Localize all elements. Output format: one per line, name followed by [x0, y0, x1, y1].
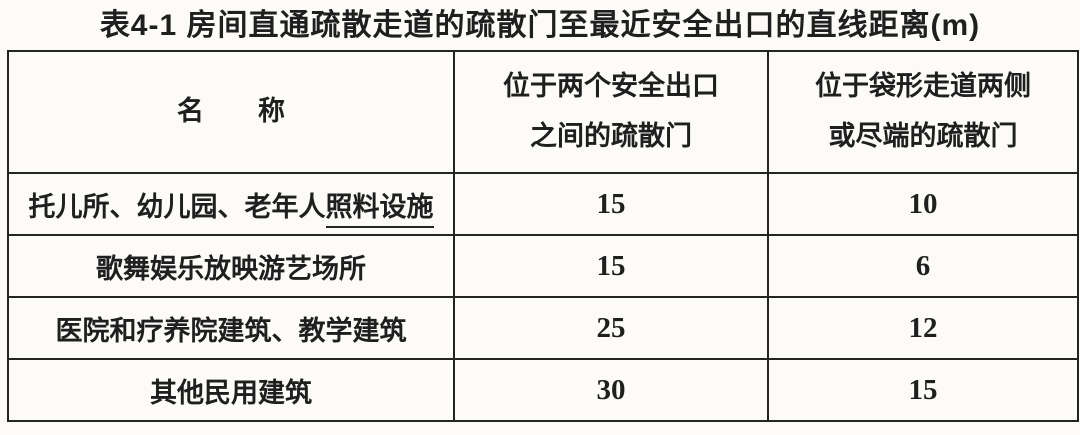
header-cell-between-exits: 位于两个安全出口 之间的疏散门: [453, 50, 769, 174]
underlined-text: 照料设施: [325, 191, 434, 228]
row-name-hospital-school: 医院和疗养院建筑、教学建筑: [7, 296, 455, 360]
header-cell-dead-end-corridor: 位于袋形走道两侧 或尽端的疏散门: [767, 50, 1079, 174]
table-row: 医院和疗养院建筑、教学建筑 25 12: [7, 296, 1079, 360]
header-line: 之间的疏散门: [530, 121, 692, 151]
row-name-entertainment: 歌舞娱乐放映游艺场所: [7, 234, 455, 298]
header-line: 位于袋形走道两侧: [815, 71, 1031, 102]
table-row: 托儿所、幼儿园、老年人照料设施 15 10: [7, 172, 1079, 236]
row-name-text: 歌舞娱乐放映游艺场所: [96, 253, 366, 284]
value-dead-end: 10: [767, 172, 1079, 236]
row-name-text: 医院和疗养院建筑、教学建筑: [55, 315, 407, 346]
value-dead-end: 12: [767, 296, 1079, 360]
value-between-exits: 30: [453, 358, 769, 422]
row-name-text: 托儿所、幼儿园、老年人: [28, 191, 326, 222]
header-row: 名 称 位于两个安全出口 之间的疏散门 位于袋形走道两侧 或尽端的疏散门: [7, 50, 1079, 174]
value-dead-end: 6: [767, 234, 1079, 298]
row-name-other-civil: 其他民用建筑: [7, 358, 455, 422]
value-between-exits: 15: [453, 234, 769, 298]
header-name-label: 名 称: [177, 96, 285, 127]
value-between-exits: 25: [453, 296, 769, 360]
header-line: 或尽端的疏散门: [828, 121, 1018, 151]
evacuation-distance-table: 名 称 位于两个安全出口 之间的疏散门 位于袋形走道两侧 或尽端的疏散门 托儿所…: [7, 50, 1079, 422]
row-name-text: 其他民用建筑: [150, 377, 312, 408]
table-title: 表4-1 房间直通疏散走道的疏散门至最近安全出口的直线距离(m): [99, 9, 981, 42]
value-dead-end: 15: [767, 358, 1079, 422]
table-row: 其他民用建筑 30 15: [7, 358, 1079, 422]
row-name-nursery: 托儿所、幼儿园、老年人照料设施: [7, 172, 455, 236]
table-row: 歌舞娱乐放映游艺场所 15 6: [7, 234, 1079, 298]
header-cell-name: 名 称: [7, 50, 455, 174]
value-between-exits: 15: [453, 172, 769, 236]
header-line: 位于两个安全出口: [503, 71, 719, 102]
